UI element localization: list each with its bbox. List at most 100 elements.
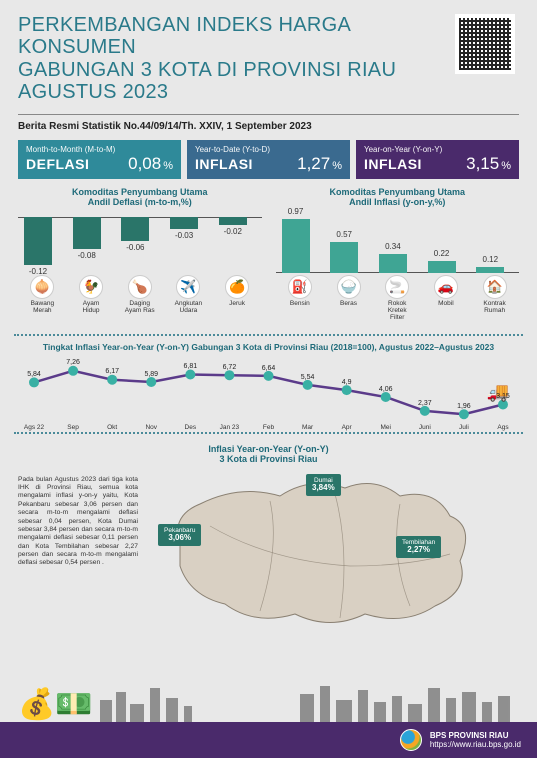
commodity-label: Rokok Kretek Filter bbox=[380, 301, 414, 321]
commodity-item: 🍊 Jeruk bbox=[220, 275, 254, 315]
title-line-1: PERKEMBANGAN INDEKS HARGA KONSUMEN bbox=[18, 14, 350, 58]
commodity-item: 🚬Rokok Kretek Filter bbox=[380, 275, 414, 321]
city-value: 2,27% bbox=[407, 545, 430, 554]
commodity-item: 🍗 Daging Ayam Ras bbox=[123, 275, 157, 315]
month-label: Feb bbox=[263, 424, 274, 431]
commodity-label: Angkutan Udara bbox=[171, 301, 205, 315]
commodity-item: ✈️ Angkutan Udara bbox=[171, 275, 205, 315]
commodity-icon: ✈️ bbox=[176, 275, 200, 299]
inflasi-icons-row: ⛽Bensin 🍚 Beras 🚬Rokok Kretek Filter 🚗 Mobil 🏠… bbox=[276, 275, 520, 321]
qr-code bbox=[455, 14, 515, 74]
map-city-badge: Pekanbaru3,06% bbox=[158, 524, 201, 546]
metric-card-1: Year-to-Date (Y-to-D) INFLASI 1,27% bbox=[187, 140, 350, 179]
inflasi-column: Komoditas Penyumbang UtamaAndil Inflasi … bbox=[276, 187, 520, 322]
yoy-line-chart: 🚚 5,84Ags 227,26Sep6,17Okt5,89Nov6,81Des… bbox=[22, 356, 515, 428]
commodity-icon: 🍗 bbox=[128, 275, 152, 299]
bar-value-label: -0.12 bbox=[18, 267, 58, 276]
commodity-item: 🍚 Beras bbox=[332, 275, 366, 321]
line-point-label: 1,96 bbox=[457, 403, 471, 410]
bar-value-label: -0.06 bbox=[115, 243, 155, 252]
commodity-label: Kontrak Rumah bbox=[478, 301, 512, 315]
metric-card-0: Month-to-Month (M-to-M) DEFLASI 0,08% bbox=[18, 140, 181, 179]
month-label: Des bbox=[185, 424, 197, 431]
line-point-label: 6,72 bbox=[223, 364, 237, 371]
skyline-icon bbox=[0, 682, 537, 722]
inflasi-bar: 0.97 bbox=[282, 219, 310, 273]
line-point-label: 6,17 bbox=[105, 368, 119, 375]
line-point-label: 5,54 bbox=[301, 374, 315, 381]
month-label: Nov bbox=[145, 424, 157, 431]
map-body-text: Pada bulan Agustus 2023 dari tiga kota I… bbox=[18, 476, 138, 568]
metric-value: 0,08% bbox=[128, 154, 173, 174]
line-chart-section: Tingkat Inflasi Year-on-Year (Y-on-Y) Ga… bbox=[14, 334, 523, 434]
header: PERKEMBANGAN INDEKS HARGA KONSUMEN GABUN… bbox=[0, 0, 537, 110]
deflasi-column: Komoditas Penyumbang UtamaAndil Deflasi … bbox=[18, 187, 262, 322]
bar-value-label: 0.34 bbox=[373, 242, 413, 251]
deflasi-barchart: -0.12 -0.08 -0.06 -0.03 -0.02 bbox=[18, 211, 262, 273]
line-point-label: 3,15 bbox=[496, 393, 510, 400]
metric-card-2: Year-on-Year (Y-on-Y) INFLASI 3,15% bbox=[356, 140, 519, 179]
deflasi-bar: -0.08 bbox=[73, 217, 101, 249]
map-title: Inflasi Year-on-Year (Y-on-Y)3 Kota di P… bbox=[18, 444, 519, 465]
metric-value: 3,15% bbox=[466, 154, 511, 174]
commodity-label: Mobil bbox=[429, 301, 463, 308]
commodity-icon: 🐓 bbox=[79, 275, 103, 299]
inflasi-bar: 0.22 bbox=[428, 261, 456, 273]
line-point-label: 6,64 bbox=[262, 365, 276, 372]
metric-top: Year-on-Year (Y-on-Y) bbox=[364, 145, 511, 154]
line-point-label: 5,89 bbox=[144, 371, 158, 378]
month-label: Juni bbox=[419, 424, 431, 431]
footer-org: BPS PROVINSI RIAU bbox=[430, 731, 509, 740]
commodity-item: 🐓Ayam Hidup bbox=[74, 275, 108, 315]
commodity-label: Daging Ayam Ras bbox=[123, 301, 157, 315]
footer-text: BPS PROVINSI RIAU https://www.riau.bps.g… bbox=[430, 731, 521, 749]
deflasi-bar: -0.06 bbox=[121, 217, 149, 241]
city-value: 3,06% bbox=[168, 533, 191, 542]
commodity-label: Jeruk bbox=[220, 301, 254, 308]
commodity-item: ⛽Bensin bbox=[283, 275, 317, 321]
commodity-icon: 🚗 bbox=[434, 275, 458, 299]
line-point-label: 2,37 bbox=[418, 400, 432, 407]
bar-value-label: -0.03 bbox=[164, 231, 204, 240]
deflasi-bar: -0.03 bbox=[170, 217, 198, 229]
commodity-icon: 🍊 bbox=[225, 275, 249, 299]
bar-value-label: 0.57 bbox=[324, 230, 364, 239]
metric-top: Month-to-Month (M-to-M) bbox=[26, 145, 173, 154]
subheader: Berita Resmi Statistik No.44/09/14/Th. X… bbox=[0, 121, 537, 140]
commodity-icon: 🍚 bbox=[337, 275, 361, 299]
commodity-item: 🏠 Kontrak Rumah bbox=[478, 275, 512, 321]
divider bbox=[18, 114, 519, 115]
commodity-icon: 🚬 bbox=[385, 275, 409, 299]
line-point-label: 7,26 bbox=[66, 359, 80, 366]
map-section: Inflasi Year-on-Year (Y-on-Y)3 Kota di P… bbox=[0, 440, 537, 656]
inflasi-bar: 0.57 bbox=[330, 242, 358, 274]
commodity-icon: 🧅 bbox=[30, 275, 54, 299]
month-label: Okt bbox=[107, 424, 117, 431]
bar-value-label: -0.08 bbox=[67, 251, 107, 260]
deflasi-title: Komoditas Penyumbang UtamaAndil Deflasi … bbox=[18, 187, 262, 208]
footer-decoration: 💰💵 bbox=[0, 670, 537, 722]
line-point-label: 4,06 bbox=[379, 386, 393, 393]
month-label: Mei bbox=[380, 424, 390, 431]
line-chart-title: Tingkat Inflasi Year-on-Year (Y-on-Y) Ga… bbox=[14, 342, 523, 352]
infographic-page: PERKEMBANGAN INDEKS HARGA KONSUMEN GABUN… bbox=[0, 0, 537, 758]
line-point-label: 4,9 bbox=[342, 379, 352, 386]
commodity-icon: 🏠 bbox=[483, 275, 507, 299]
month-label: Apr bbox=[342, 424, 352, 431]
metric-label: INFLASI bbox=[195, 156, 253, 172]
deflasi-bar: -0.12 bbox=[24, 217, 52, 265]
metrics-row: Month-to-Month (M-to-M) DEFLASI 0,08%Yea… bbox=[0, 140, 537, 179]
inflasi-title: Komoditas Penyumbang UtamaAndil Inflasi … bbox=[276, 187, 520, 208]
month-label: Mar bbox=[302, 424, 313, 431]
deflasi-icons-row: 🧅Bawang Merah🐓Ayam Hidup🍗Daging Ayam Ras… bbox=[18, 275, 262, 315]
commodity-label: Beras bbox=[332, 301, 366, 308]
metric-label: DEFLASI bbox=[26, 156, 89, 172]
bar-value-label: 0.22 bbox=[422, 249, 462, 258]
city-value: 3,84% bbox=[312, 483, 335, 492]
inflasi-barchart: 0.970.570.340.220.12 bbox=[276, 211, 520, 273]
month-label: Ags bbox=[497, 424, 508, 431]
commodity-charts-row: Komoditas Penyumbang UtamaAndil Deflasi … bbox=[0, 179, 537, 326]
deflasi-bar: -0.02 bbox=[219, 217, 247, 225]
bar-value-label: -0.02 bbox=[213, 227, 253, 236]
commodity-label: Bensin bbox=[283, 301, 317, 308]
